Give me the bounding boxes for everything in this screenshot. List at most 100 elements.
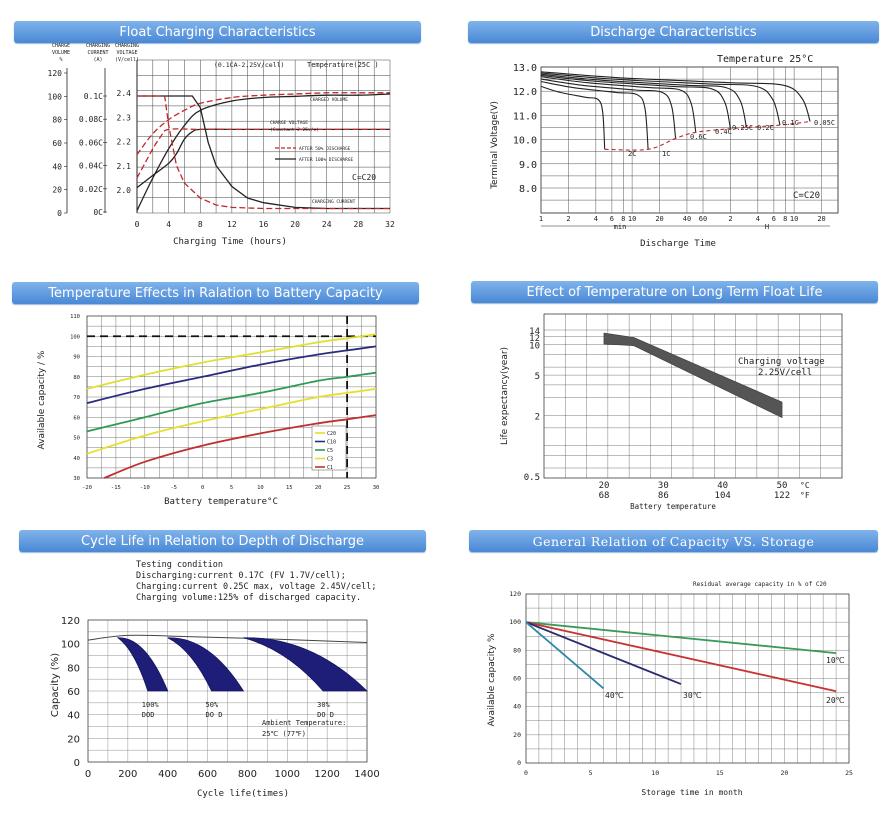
storage-title: General Relation of Capacity VS. Storage xyxy=(469,530,878,552)
temp-f-tick: 68 xyxy=(599,491,610,501)
temp-f-tick: 86 xyxy=(658,491,669,501)
ambient-line2: 25℃ (77℉) xyxy=(262,730,306,738)
dod-label-bottom: DO D xyxy=(317,711,334,719)
life-y-tick: 5 xyxy=(535,372,540,382)
volume-tick: 120 xyxy=(48,69,63,78)
legend-label: C3 xyxy=(327,457,333,463)
unit-h: H xyxy=(765,223,769,231)
cycle-x-tick: 0 xyxy=(85,769,91,780)
voltage-tick: 2.3 xyxy=(117,113,132,122)
temp-c-tick: 40 xyxy=(717,481,728,491)
time-tick: 8 xyxy=(783,215,787,223)
time-tick: 6 xyxy=(610,215,614,223)
x-tick: -10 xyxy=(140,485,150,491)
legend-after100: AFTER 100% DISCHARGE xyxy=(299,157,353,163)
life-y-tick: 0.5 xyxy=(524,473,540,483)
current-tick: 0.02C xyxy=(79,185,103,194)
rate-curve-label: 0.05C xyxy=(814,119,835,127)
storage-series-1 xyxy=(525,621,837,693)
storage-subtitle: Residual average capacity in % of C20 xyxy=(693,581,827,588)
annotation-line1: Charging voltage xyxy=(738,357,825,367)
x-tick: 30 xyxy=(373,485,380,491)
x-tick: -5 xyxy=(170,485,177,491)
life-y-tick: 2 xyxy=(535,412,540,422)
storage-y-tick: 120 xyxy=(509,590,521,598)
discharge-chart: 1 2 4 6 8 10 20 40 60 2 4 6 8 10 2013.012.011.010.09.0… xyxy=(490,54,839,249)
axis-header-text: CHARGE xyxy=(52,43,70,49)
discharge-curve-0.4C xyxy=(540,76,697,133)
float-series-line xyxy=(136,128,390,179)
y-tick: 80 xyxy=(73,375,80,381)
condition-label: (0.1CA-2.25V/cell) xyxy=(214,61,284,69)
capacity-series-C1 xyxy=(103,414,377,479)
storage-y-tick: 40 xyxy=(513,703,521,711)
x-tick: 20 xyxy=(315,485,322,491)
legend-label: C5 xyxy=(327,448,333,454)
discharge-curve-0.2C xyxy=(540,73,748,128)
time-tick: 6 xyxy=(772,215,776,223)
x-axis-label: Battery temperature xyxy=(630,502,716,511)
rate-curve-label: 0.2C xyxy=(757,124,774,132)
discharge-curve-1C xyxy=(540,80,649,150)
storage-series-2 xyxy=(525,621,682,685)
capacity-top-curve xyxy=(87,634,368,643)
y-axis-label: Terminal Voltage(V) xyxy=(490,101,500,190)
life-y-tick: 12 xyxy=(529,334,540,344)
storage-y-tick: 0 xyxy=(517,759,521,767)
voltage-tick: 2.0 xyxy=(117,186,132,195)
x-tick: 12 xyxy=(227,220,237,229)
cycle-x-tick: 600 xyxy=(198,769,217,780)
time-tick: 2 xyxy=(728,215,732,223)
y-tick: 110 xyxy=(70,314,80,320)
discharge-curve-0.6C xyxy=(540,78,677,139)
voltage-tick: 2.4 xyxy=(117,89,132,98)
x-tick: 5 xyxy=(230,485,233,491)
axis-header-text: CURRENT xyxy=(87,50,108,56)
volume-tick: 100 xyxy=(48,92,63,101)
discharge-curve-2C xyxy=(540,85,606,150)
rate-label: C=C20 xyxy=(352,173,376,182)
storage-series-label-1: 20℃ xyxy=(826,696,845,705)
y-axis-label: Life expectancy(year) xyxy=(500,347,510,445)
temp-capacity-title: Temperature Effects in Ralation to Batte… xyxy=(12,282,419,304)
time-tick: 1 xyxy=(539,215,543,223)
volume-tick: 80 xyxy=(52,116,62,125)
rate-curve-label: 0.25C xyxy=(732,124,753,132)
ambient-line1: Ambient Temperature: xyxy=(262,719,346,727)
volume-tick: 40 xyxy=(52,162,62,171)
float-life-title: Effect of Temperature on Long Term Float… xyxy=(471,281,878,303)
y-axis-label: Available capacity % xyxy=(487,633,497,726)
axis-header-text: VOLTAGE xyxy=(116,50,137,56)
life-y-tick: 10 xyxy=(529,342,540,352)
float-series-line xyxy=(137,95,390,210)
temp-c-tick: 20 xyxy=(599,481,610,491)
discharge-curve-0.1C xyxy=(540,72,781,126)
y-tick: 90 xyxy=(73,355,80,361)
x-axis-label: Discharge Time xyxy=(640,239,716,249)
dod-label-bottom: DO D xyxy=(206,711,223,719)
cycle-y-tick: 100 xyxy=(61,640,80,651)
x-axis-label: Storage time in month xyxy=(641,788,742,797)
float-series-line xyxy=(136,93,391,211)
dod-label-top: 100% xyxy=(142,701,160,709)
dod-label-bottom: DOD xyxy=(142,711,155,719)
time-tick: 60 xyxy=(699,215,707,223)
unit-f: °F xyxy=(800,491,810,500)
discharge-curve-0.05C xyxy=(540,71,811,122)
storage-y-tick: 80 xyxy=(513,646,521,654)
life-y-tick: 14 xyxy=(529,327,540,337)
volume-tick: 0 xyxy=(57,209,62,218)
discharge-curve-0.25C xyxy=(540,74,731,129)
cycle-x-tick: 1200 xyxy=(314,769,339,780)
capacity-series-C5 xyxy=(86,371,377,433)
dod-label-top: 30% xyxy=(317,701,330,709)
cycle-y-tick: 60 xyxy=(67,687,80,698)
dod-band-2 xyxy=(243,637,368,692)
cycle-y-tick: 0 xyxy=(74,758,80,769)
discharge-title: Discharge Characteristics xyxy=(468,21,879,43)
axis-header-text: VOLUME xyxy=(52,50,70,56)
x-tick: 32 xyxy=(385,220,395,229)
x-tick: 16 xyxy=(259,220,269,229)
condition-line-0: Testing condition xyxy=(136,560,223,570)
